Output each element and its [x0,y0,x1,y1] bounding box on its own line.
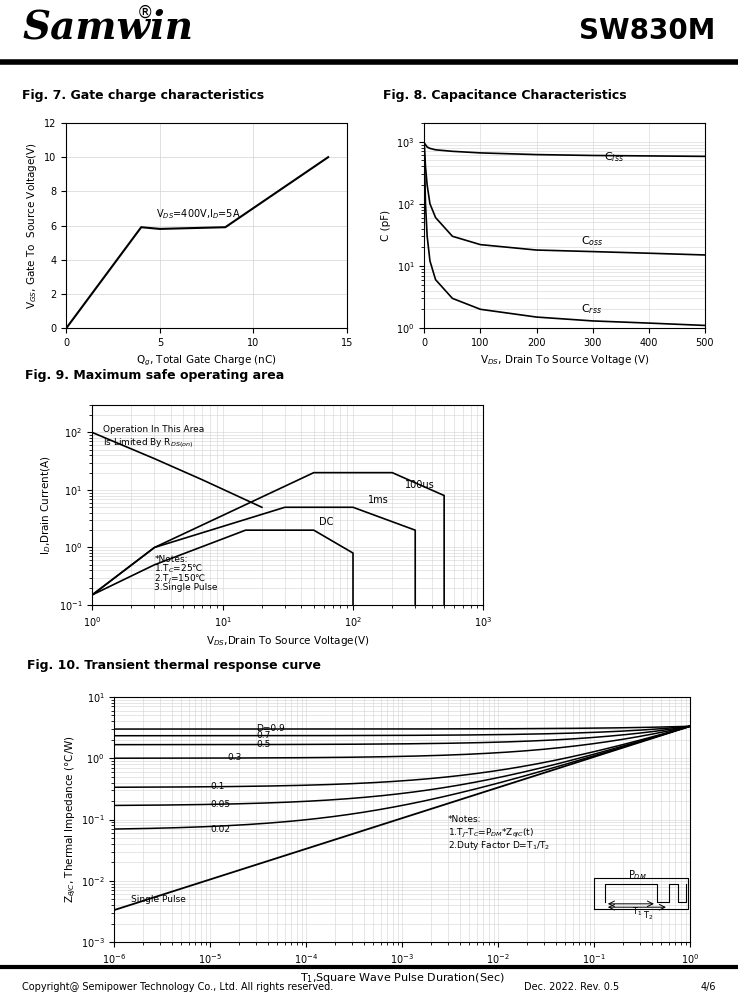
Text: *Notes:: *Notes: [154,555,188,564]
Text: P$_{DM}$: P$_{DM}$ [627,868,646,882]
Text: SW830M: SW830M [579,17,716,45]
Text: Single Pulse: Single Pulse [131,895,186,904]
Text: C$_{iss}$: C$_{iss}$ [604,150,624,164]
Text: Operation In This Area
Is Limited By R$_{DS(on)}$: Operation In This Area Is Limited By R$_… [103,425,204,450]
Text: 2.T$_J$=150℃: 2.T$_J$=150℃ [154,573,207,586]
Text: Dec. 2022. Rev. 0.5: Dec. 2022. Rev. 0.5 [524,982,619,992]
Text: Fig. 7. Gate charge characteristics: Fig. 7. Gate charge characteristics [21,90,263,103]
X-axis label: Q$_{g}$, Total Gate Charge (nC): Q$_{g}$, Total Gate Charge (nC) [137,353,277,368]
Text: 2.Duty Factor D=T$_1$/T$_2$: 2.Duty Factor D=T$_1$/T$_2$ [448,839,551,852]
Text: 3.Single Pulse: 3.Single Pulse [154,583,218,592]
Text: ®: ® [137,4,153,22]
Text: C$_{oss}$: C$_{oss}$ [582,235,604,248]
Text: D=0.9: D=0.9 [256,724,285,733]
Text: T$_1$: T$_1$ [632,906,642,918]
Text: Copyright@ Semipower Technology Co., Ltd. All rights reserved.: Copyright@ Semipower Technology Co., Ltd… [22,982,334,992]
Text: 1.T$_C$=25℃: 1.T$_C$=25℃ [154,563,204,575]
Text: 1.T$_J$-T$_C$=P$_{DM}$*Z$_{\theta JC}$(t): 1.T$_J$-T$_C$=P$_{DM}$*Z$_{\theta JC}$(t… [448,827,534,840]
Text: 100us: 100us [405,480,435,490]
Text: 0.7: 0.7 [256,731,271,740]
Text: Fig. 8. Capacitance Characteristics: Fig. 8. Capacitance Characteristics [383,90,627,103]
Text: 4/6: 4/6 [700,982,716,992]
Text: 0.1: 0.1 [210,782,224,791]
Text: C$_{rss}$: C$_{rss}$ [582,302,602,316]
Text: 0.5: 0.5 [256,740,271,749]
X-axis label: V$_{DS}$,Drain To Source Voltage(V): V$_{DS}$,Drain To Source Voltage(V) [206,634,370,648]
Y-axis label: Z$_{\theta JC}$, Thermal Impedance (°C/W): Z$_{\theta JC}$, Thermal Impedance (°C/W… [63,736,78,903]
Text: V$_{DS}$=400V,I$_{D}$=5A: V$_{DS}$=400V,I$_{D}$=5A [156,207,241,221]
Text: Fig. 10. Transient thermal response curve: Fig. 10. Transient thermal response curv… [27,660,320,672]
Y-axis label: V$_{GS}$, Gate To  Source Voltage(V): V$_{GS}$, Gate To Source Voltage(V) [25,142,39,309]
Text: DC: DC [319,517,334,527]
X-axis label: T$_{1}$,Square Wave Pulse Duration(Sec): T$_{1}$,Square Wave Pulse Duration(Sec) [300,971,505,985]
Text: 0.02: 0.02 [210,825,230,834]
Text: T$_2$: T$_2$ [644,909,654,922]
Text: *Notes:: *Notes: [448,815,481,824]
Text: Samwin: Samwin [22,8,193,46]
X-axis label: V$_{DS}$, Drain To Source Voltage (V): V$_{DS}$, Drain To Source Voltage (V) [480,353,649,367]
Text: 1ms: 1ms [368,495,389,505]
Text: 0.05: 0.05 [210,800,230,809]
Y-axis label: C (pF): C (pF) [381,210,390,241]
Text: 0.3: 0.3 [227,753,241,762]
Y-axis label: I$_{D}$,Drain Current(A): I$_{D}$,Drain Current(A) [40,455,53,555]
Text: Fig. 9. Maximum safe operating area: Fig. 9. Maximum safe operating area [25,369,284,382]
